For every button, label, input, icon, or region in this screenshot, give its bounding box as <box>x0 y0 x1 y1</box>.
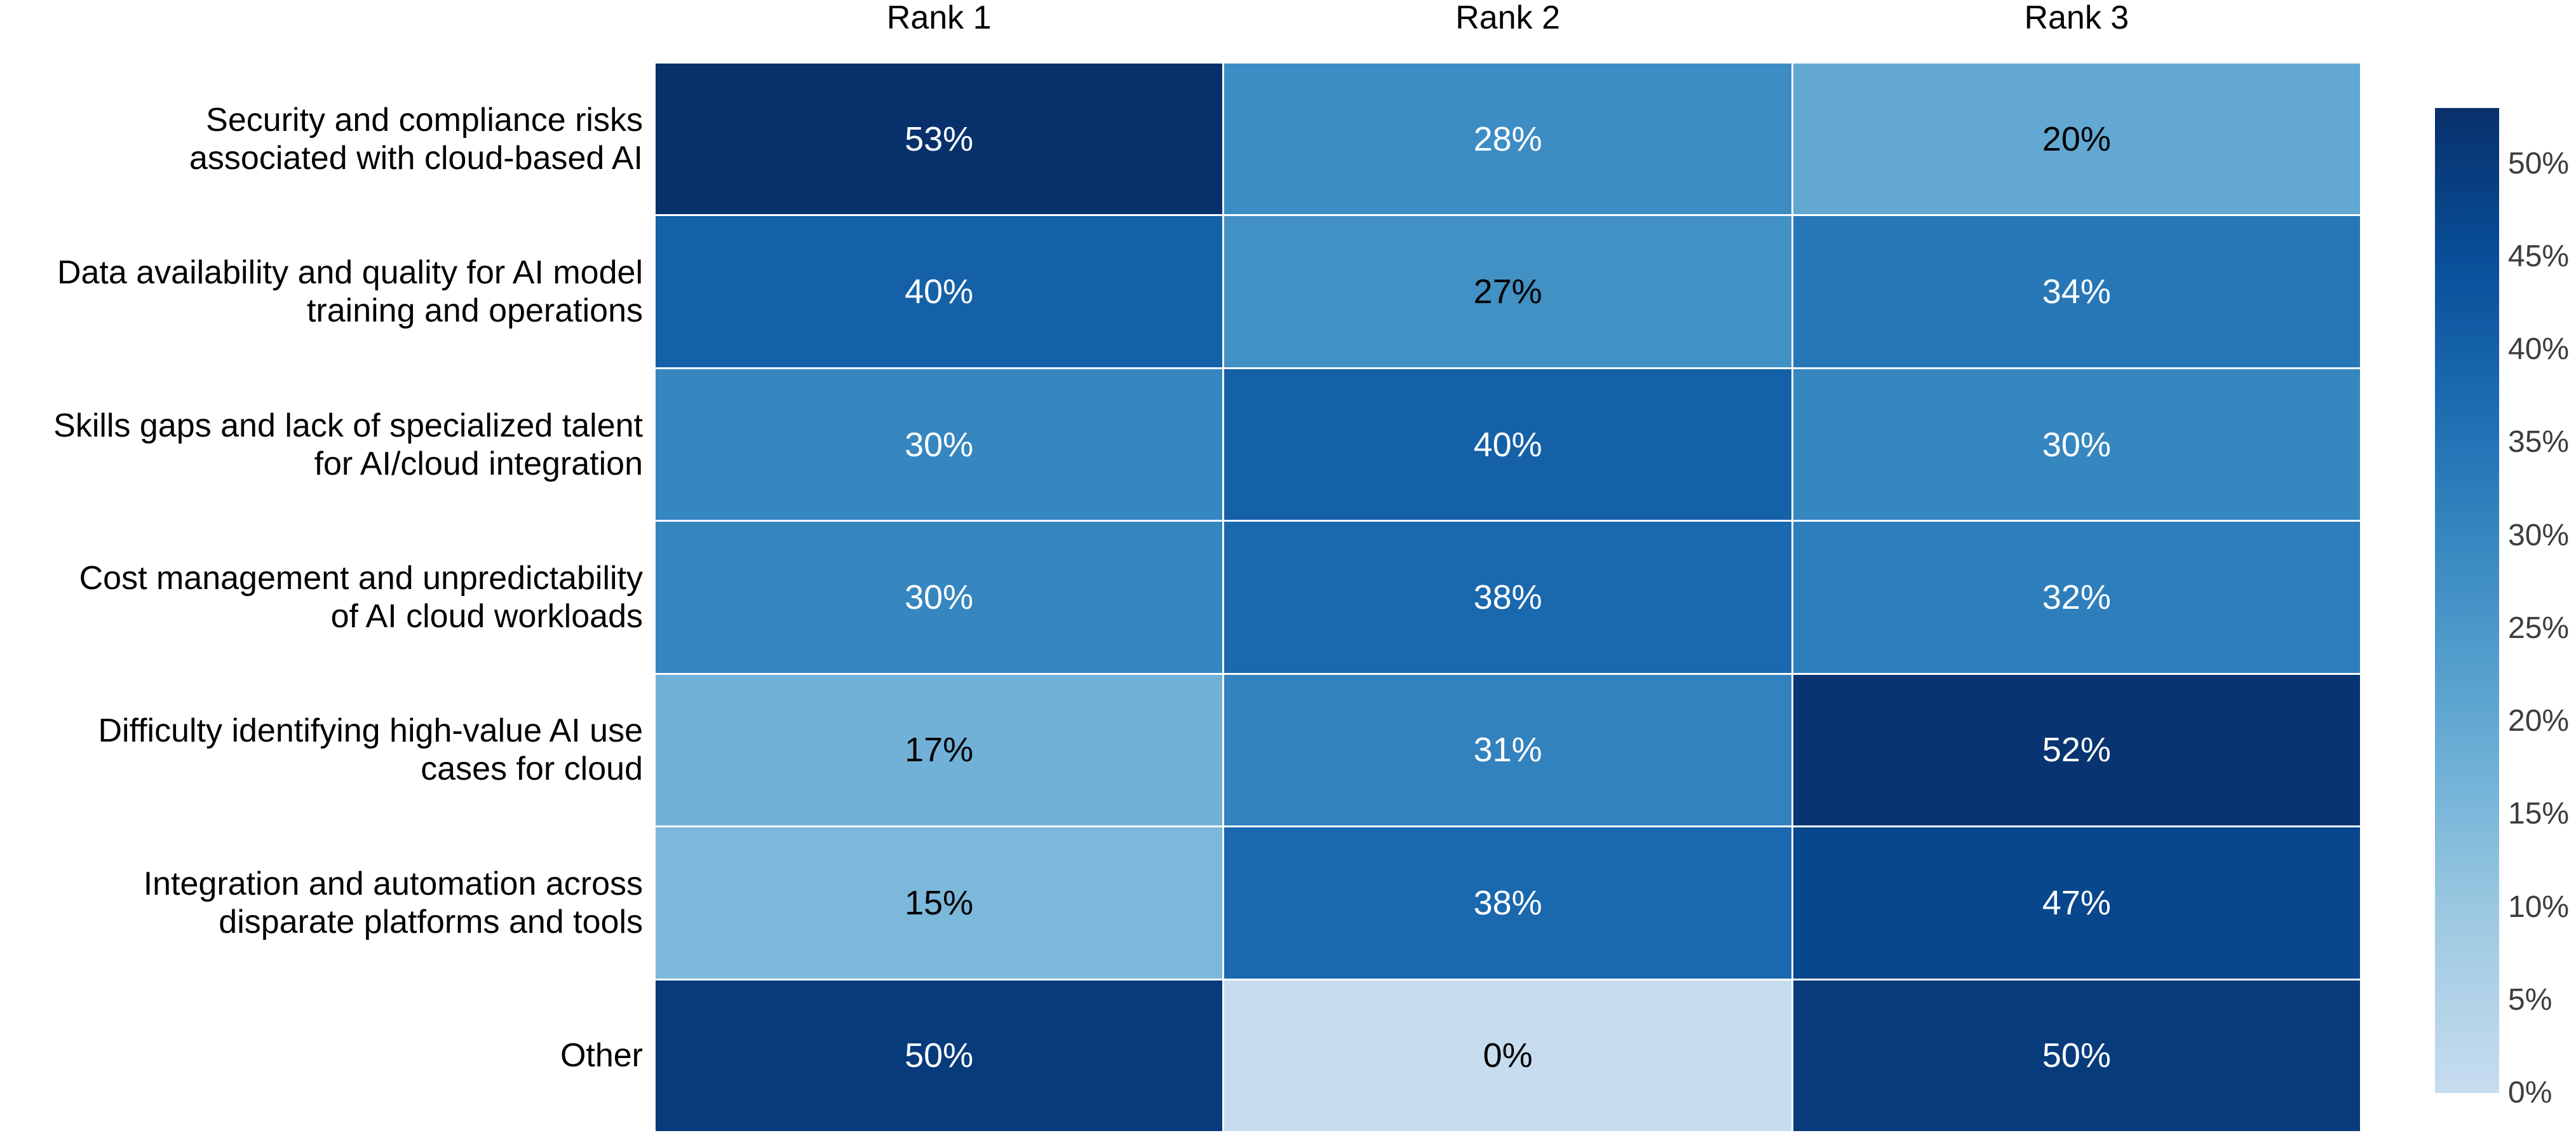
heatmap-cell: 50% <box>1793 980 2360 1131</box>
cell-value-label: 20% <box>2042 119 2111 158</box>
heatmap-cell: 30% <box>656 522 1223 673</box>
heatmap-cell: 30% <box>656 369 1223 520</box>
colorbar-tick-label: 5% <box>2508 982 2552 1017</box>
heatmap-cell: 53% <box>656 64 1223 215</box>
heatmap-cell: 38% <box>1224 522 1791 673</box>
row-labels: Security and compliance risks associated… <box>0 64 643 1131</box>
colorbar-tick-label: 15% <box>2508 797 2570 831</box>
heatmap-cell: 31% <box>1224 674 1791 826</box>
row-label: Security and compliance risks associated… <box>189 101 643 177</box>
heatmap-cell: 38% <box>1224 827 1791 979</box>
colorbar-tick-label: 35% <box>2508 425 2570 459</box>
cell-value-label: 34% <box>2042 273 2111 311</box>
cell-value-label: 47% <box>2042 883 2111 922</box>
row-label: Data availability and quality for AI mod… <box>57 254 643 330</box>
heatmap-cell: 40% <box>656 216 1223 367</box>
cell-value-label: 31% <box>1473 731 1542 770</box>
cell-value-label: 30% <box>905 578 974 616</box>
cell-value-label: 15% <box>905 883 974 922</box>
cell-value-label: 38% <box>1473 883 1542 922</box>
column-header-label: Rank 3 <box>2024 0 2129 36</box>
cell-value-label: 32% <box>2042 578 2111 616</box>
colorbar-tick-label: 0% <box>2508 1076 2552 1109</box>
heatmap-cell: 20% <box>1793 64 2360 215</box>
cell-value-label: 50% <box>905 1036 974 1075</box>
colorbar-tick-label: 20% <box>2508 704 2570 738</box>
cell-value-label: 0% <box>1483 1036 1533 1075</box>
colorbar-tick-label: 50% <box>2508 146 2570 180</box>
column-header-label: Rank 1 <box>886 0 992 36</box>
row-label: Other <box>560 1037 643 1075</box>
cell-value-label: 52% <box>2042 731 2111 770</box>
row-label: Cost management and unpredictability of … <box>79 559 643 635</box>
heatmap-cell: 47% <box>1793 827 2360 979</box>
cell-value-label: 53% <box>905 119 974 158</box>
cell-value-label: 38% <box>1473 578 1542 616</box>
heatmap-cell: 40% <box>1224 369 1791 520</box>
heatmap-cell: 34% <box>1793 216 2360 367</box>
colorbar-tick-label: 40% <box>2508 332 2570 367</box>
heatmap-cell: 50% <box>656 980 1223 1131</box>
colorbar-ticks: 0% 5% 10% 15% 20% 25% 30% 35% 40% 45% 50% <box>2508 0 2576 1140</box>
cell-value-label: 30% <box>2042 425 2111 464</box>
cell-value-label: 40% <box>905 273 974 311</box>
colorbar-tick-label: 30% <box>2508 518 2570 552</box>
column-header-label: Rank 2 <box>1455 0 1560 36</box>
heatmap-cell: 27% <box>1224 216 1791 367</box>
cell-value-label: 28% <box>1473 119 1542 158</box>
heatmap-cell: 52% <box>1793 674 2360 826</box>
cell-value-label: 40% <box>1473 425 1542 464</box>
heatmap-cell: 0% <box>1224 980 1791 1131</box>
row-label: Difficulty identifying high-value AI use… <box>98 712 643 788</box>
heatmap-cell: 15% <box>656 827 1223 979</box>
cell-value-label: 17% <box>905 731 974 770</box>
colorbar-tick-label: 10% <box>2508 890 2570 924</box>
heatmap-cell: 28% <box>1224 64 1791 215</box>
column-headers: Rank 1 Rank 2 Rank 3 <box>656 0 2360 61</box>
colorbar-gradient <box>2435 108 2499 1093</box>
row-label: Integration and automation across dispar… <box>143 865 643 940</box>
heatmap-cell: 17% <box>656 674 1223 826</box>
cell-value-label: 50% <box>2042 1036 2111 1075</box>
colorbar-tick-label: 25% <box>2508 611 2570 645</box>
cell-value-label: 27% <box>1473 273 1542 311</box>
heatmap-grid: 53% 28% 20% 40% 27% 34% 30% 40% 30% 30% 38% 32% 17% 3… <box>656 64 2360 1131</box>
colorbar-tick-label: 45% <box>2508 239 2570 273</box>
row-label: Skills gaps and lack of specialized tale… <box>53 407 643 482</box>
heatmap-cell: 30% <box>1793 369 2360 520</box>
heatmap-cell: 32% <box>1793 522 2360 673</box>
cell-value-label: 30% <box>905 425 974 464</box>
